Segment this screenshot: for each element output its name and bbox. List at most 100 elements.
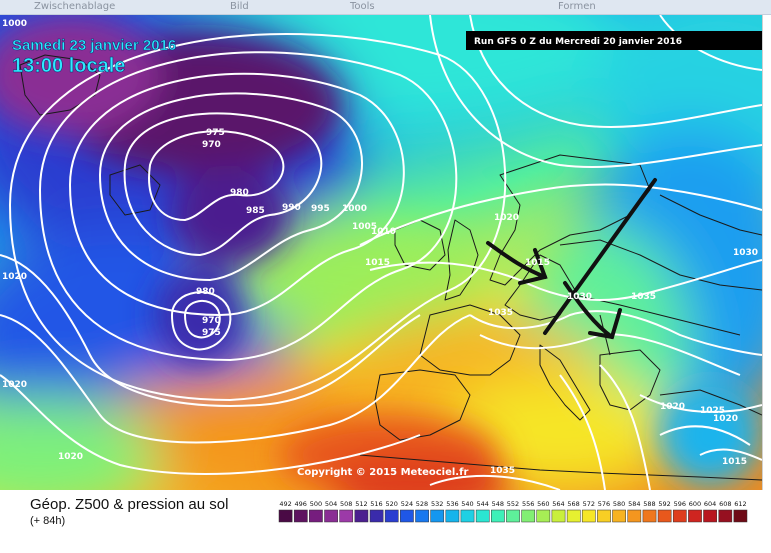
scale-swatch — [475, 509, 490, 523]
pressure-label: 1000 — [2, 19, 27, 29]
scale-swatch — [703, 509, 717, 523]
toolbar-item-shapes[interactable]: Formen — [558, 1, 596, 12]
scale-tick-label: 560 — [537, 500, 549, 508]
color-scale: 492 496 500 504 508 512 516 520 524 528 532 536 540 5… — [278, 500, 748, 523]
pressure-label: 1030 — [733, 248, 758, 258]
legend-title: Géop. Z500 & pression au sol — [30, 496, 229, 513]
scale-swatch — [733, 509, 748, 523]
pressure-label: 1005 — [352, 222, 377, 232]
scale-swatch — [309, 509, 323, 523]
pressure-label: 975 — [202, 328, 221, 338]
scale-swatch — [384, 509, 399, 523]
scale-tick-label: 524 — [401, 500, 413, 508]
pressure-label: 1020 — [2, 272, 27, 282]
arrow-west-head — [518, 248, 548, 285]
ribbon-toolbar: Zwischenablage Bild Tools Formen — [0, 0, 771, 15]
pressure-label: 1020 — [660, 402, 685, 412]
scale-swatch — [718, 509, 733, 523]
scale-swatch — [672, 509, 687, 523]
scale-tick-label: 600 — [689, 500, 701, 508]
forecast-date: Samedi 23 janvier 2016 — [12, 37, 176, 54]
pressure-label: 995 — [311, 204, 330, 214]
pressure-label: 970 — [202, 140, 221, 150]
toolbar-item-image[interactable]: Bild — [230, 1, 249, 12]
scale-tick-label: 604 — [704, 500, 716, 508]
pressure-label: 1020 — [2, 380, 27, 390]
scale-tick-label: 596 — [674, 500, 686, 508]
scale-tick-label: 496 — [294, 500, 306, 508]
pressure-label: 1035 — [490, 466, 515, 476]
scale-swatch — [324, 509, 338, 523]
scale-swatch — [369, 509, 384, 523]
scale-tick-label: 544 — [476, 500, 488, 508]
scale-tick-label: 508 — [340, 500, 352, 508]
scale-tick-label: 612 — [734, 500, 746, 508]
scale-swatch — [657, 509, 672, 523]
scale-swatch — [536, 509, 551, 523]
scale-swatch — [293, 509, 308, 523]
scale-tick-label: 528 — [416, 500, 428, 508]
scale-swatch — [688, 509, 702, 523]
scale-tick-label: 576 — [598, 500, 610, 508]
scale-tick-label: 568 — [567, 500, 579, 508]
scale-tick-label: 588 — [643, 500, 655, 508]
scale-tick-label: 532 — [431, 500, 443, 508]
scale-swatch — [521, 509, 536, 523]
scale-tick-label: 552 — [507, 500, 519, 508]
forecast-time: 13:00 locale — [12, 55, 125, 77]
pressure-label: 990 — [282, 203, 301, 213]
arrow-west — [486, 241, 547, 279]
pressure-labels: 1000 975 970 980 985 990 995 1000 1005 1… — [2, 19, 758, 476]
arrow-southeast-head — [588, 308, 622, 340]
scale-swatch — [354, 509, 369, 523]
pressure-label: 1030 — [567, 292, 592, 302]
pressure-label: 1010 — [371, 227, 396, 237]
scale-swatch — [551, 509, 566, 523]
scale-tick-label: 584 — [628, 500, 640, 508]
scale-tick-label: 520 — [385, 500, 397, 508]
scale-tick-label: 580 — [613, 500, 625, 508]
scale-swatch — [460, 509, 475, 523]
scale-tick-label: 500 — [310, 500, 322, 508]
scale-tick-label: 512 — [355, 500, 367, 508]
weather-map: 1000 975 970 980 985 990 995 1000 1005 1… — [0, 15, 762, 490]
pressure-label: 1020 — [494, 213, 519, 223]
pressure-label: 985 — [246, 206, 265, 216]
arrow-diagonal — [543, 178, 657, 335]
run-label: Run GFS 0 Z du Mercredi 20 janvier 2016 — [474, 37, 682, 47]
scale-tick-label: 548 — [492, 500, 504, 508]
scale-tick-label: 516 — [370, 500, 382, 508]
scale-tick-label: 592 — [658, 500, 670, 508]
toolbar-item-tools[interactable]: Tools — [350, 1, 375, 12]
scale-swatch — [400, 509, 414, 523]
pressure-label: 970 — [202, 316, 221, 326]
scale-tick-label: 572 — [583, 500, 595, 508]
pressure-label: 980 — [196, 287, 215, 297]
scale-swatch — [278, 509, 293, 523]
scale-tick-label: 608 — [719, 500, 731, 508]
toolbar-item-clipboard[interactable]: Zwischenablage — [34, 1, 116, 12]
pressure-label: 975 — [206, 128, 225, 138]
pressure-label: 1015 — [722, 457, 747, 467]
scale-tick-label: 492 — [279, 500, 291, 508]
scale-tick-label: 504 — [325, 500, 337, 508]
arrow-southeast — [563, 281, 614, 339]
scale-swatch — [415, 509, 429, 523]
legend-panel: Géop. Z500 & pression au sol (+ 84h) 492… — [0, 490, 771, 553]
legend-subtitle: (+ 84h) — [30, 515, 66, 527]
pressure-label: 1025 — [700, 406, 725, 416]
scale-swatch — [491, 509, 505, 523]
pressure-label: 1000 — [342, 204, 367, 214]
scale-swatch — [612, 509, 626, 523]
scale-swatch — [445, 509, 460, 523]
weather-map-canvas: 1000 975 970 980 985 990 995 1000 1005 1… — [0, 15, 762, 490]
pressure-label: 980 — [230, 188, 249, 198]
run-label-box — [466, 31, 762, 50]
window-edge — [762, 15, 771, 490]
scale-tick-label: 564 — [552, 500, 564, 508]
scale-swatch — [506, 509, 520, 523]
scale-swatch — [566, 509, 581, 523]
annotation-arrows — [486, 178, 657, 340]
pressure-label: 1020 — [58, 452, 83, 462]
pressure-label: 1015 — [525, 258, 550, 268]
